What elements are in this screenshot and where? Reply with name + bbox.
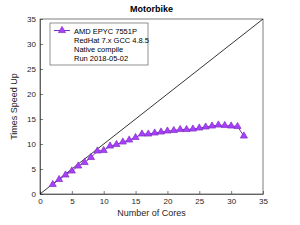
legend-annotation: Run 2018-05-02 [74, 54, 128, 63]
tick-label: 0 [32, 190, 37, 199]
tick-label: 15 [27, 115, 36, 124]
marker [215, 121, 222, 127]
tick-label: 20 [27, 90, 36, 99]
tick-label: 25 [27, 65, 36, 74]
marker [87, 153, 94, 159]
marker [132, 133, 139, 139]
tick-label: 20 [163, 197, 172, 206]
marker [100, 146, 107, 152]
marker [183, 125, 190, 131]
tick-label: 30 [27, 40, 36, 49]
marker [107, 142, 114, 148]
marker [75, 162, 82, 168]
tick: 5 [32, 165, 43, 174]
tick: 35 [259, 191, 268, 206]
tick: 15 [132, 191, 141, 206]
tick: 30 [227, 191, 236, 206]
x-axis: 0 5 10 15 20 25 30 35 [38, 191, 268, 206]
tick-label: 25 [195, 197, 204, 206]
marker [240, 132, 247, 138]
tick-label: 10 [100, 197, 109, 206]
tick-mark [40, 119, 43, 120]
series-line [40, 19, 263, 194]
series-line [53, 125, 244, 185]
tick-label: 0 [38, 197, 43, 206]
tick-label: 35 [27, 15, 36, 24]
tick-mark [199, 191, 200, 194]
marker [126, 136, 133, 142]
legend-annotation: RedHat 7.x GCC 4.8.5 [74, 36, 149, 45]
tick-label: 5 [70, 197, 75, 206]
tick-label: 10 [27, 140, 36, 149]
tick: 35 [27, 15, 43, 24]
legend-marker [58, 26, 65, 32]
tick-label: 30 [227, 197, 236, 206]
tick: 25 [195, 191, 204, 206]
data-layer [40, 19, 263, 194]
marker [228, 122, 235, 128]
marker [164, 127, 171, 133]
tick-mark [40, 44, 43, 45]
marker [62, 171, 69, 177]
legend-label: AMD EPYC 7551P [74, 27, 137, 36]
marker [113, 140, 120, 146]
tick-mark [104, 191, 105, 194]
legend-annotation: Native compile [74, 45, 123, 54]
tick-mark [40, 69, 43, 70]
tick: 25 [27, 65, 43, 74]
tick-mark [136, 191, 137, 194]
tick: 15 [27, 115, 43, 124]
tick-label: 5 [32, 165, 37, 174]
tick: 20 [163, 191, 172, 206]
x-axis-title: Number of Cores [117, 208, 186, 218]
marker [138, 130, 145, 136]
title: Motorbike [130, 4, 173, 14]
marker [94, 147, 101, 153]
tick: 30 [27, 40, 43, 49]
plot-frame [40, 19, 263, 194]
tick-mark [40, 169, 43, 170]
tick: 20 [27, 90, 43, 99]
marker [119, 138, 126, 144]
tick: 10 [100, 191, 109, 206]
y-axis: 0 5 10 15 20 25 30 35 [27, 15, 43, 199]
marker [56, 175, 63, 181]
marker [81, 158, 88, 164]
marker [221, 121, 228, 127]
marker [234, 122, 241, 128]
tick-mark [167, 191, 168, 194]
tick-mark [72, 191, 73, 194]
marker [49, 180, 56, 186]
chart: 0 5 10 15 20 25 30 35 0 5 10 15 20 25 30 35 AMD EPYC 755… [0, 0, 300, 225]
plot-background [40, 19, 263, 194]
tick-mark [40, 144, 43, 145]
tick: 0 [32, 190, 43, 199]
y-axis-title: Times Speed Up [9, 73, 19, 140]
tick-label: 15 [132, 197, 141, 206]
plot-area: 0 5 10 15 20 25 30 35 0 5 10 15 20 25 30 35 AMD EPYC 755… [27, 15, 268, 206]
tick: 10 [27, 140, 43, 149]
tick-mark [40, 94, 43, 95]
legend: AMD EPYC 7551PRedHat 7.x GCC 4.8.5Native… [50, 23, 149, 65]
tick-mark [231, 191, 232, 194]
marker [68, 167, 75, 173]
tick-label: 35 [259, 197, 268, 206]
tick: 5 [70, 191, 75, 206]
marker [177, 125, 184, 131]
